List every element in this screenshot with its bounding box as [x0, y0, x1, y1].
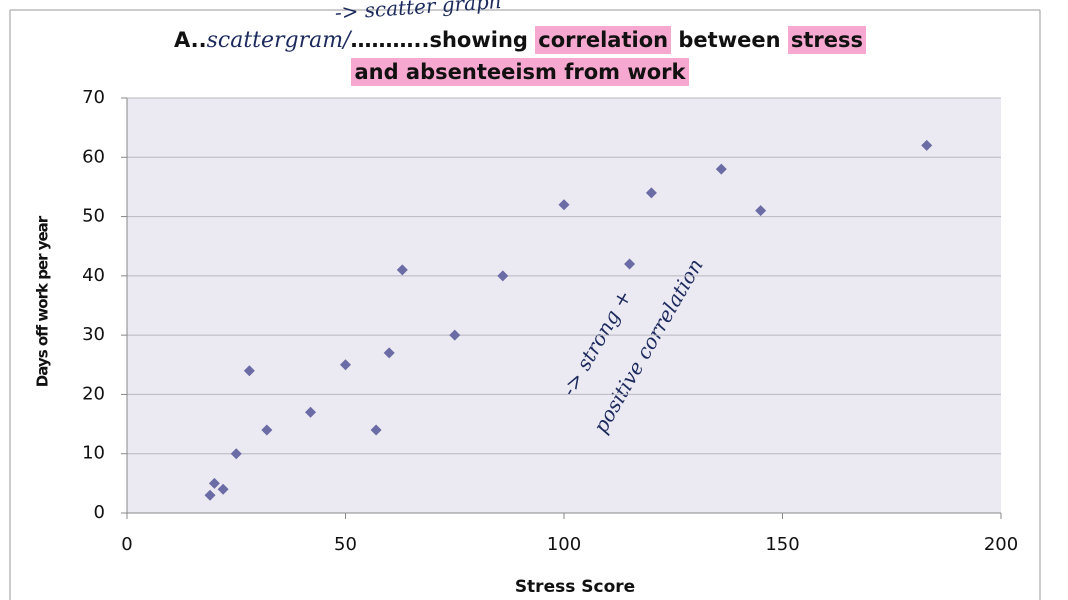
point: [755, 205, 767, 217]
point: [208, 477, 220, 489]
y-tick-label: 60: [82, 146, 105, 167]
chart-title: A..scattergram/………..showing correlation …: [0, 26, 1040, 54]
x-tick-label: 50: [334, 534, 357, 555]
point: [497, 270, 509, 282]
point: [645, 187, 657, 199]
y-tick-label: 30: [82, 324, 105, 345]
point: [558, 199, 570, 211]
x-tick-label: 100: [547, 534, 581, 555]
point: [370, 424, 382, 436]
point: [217, 483, 229, 495]
x-tick-label: 150: [765, 534, 799, 555]
point: [449, 329, 461, 341]
annotation: scattergram/: [206, 28, 351, 53]
point: [230, 448, 242, 460]
point: [396, 264, 408, 276]
point: [305, 406, 317, 418]
title-segment: correlation: [535, 26, 672, 54]
annotation: -> scatter graph: [334, 0, 502, 24]
title-segment: and absenteeism from work: [351, 58, 689, 86]
point: [204, 489, 216, 501]
y-tick-label: 70: [82, 87, 105, 108]
plot-area: [127, 98, 1001, 513]
y-axis-label: Days off work per year: [34, 215, 52, 387]
point: [921, 139, 933, 151]
point: [243, 365, 255, 377]
title-segment: between: [671, 28, 788, 52]
x-tick-label: 200: [984, 534, 1018, 555]
title-segment: ………..showing: [350, 28, 536, 52]
y-tick-label: 50: [82, 206, 105, 227]
y-tick-label: 20: [82, 383, 105, 404]
point: [340, 359, 351, 371]
point: [261, 424, 273, 436]
title-segment: stress: [787, 26, 867, 54]
chart-title: and absenteeism from work: [0, 58, 1040, 86]
y-tick-label: 0: [94, 502, 105, 523]
y-tick-label: 40: [82, 265, 105, 286]
point: [383, 347, 395, 359]
x-axis-label: Stress Score: [515, 577, 635, 597]
point: [624, 258, 636, 270]
title-segment: A..: [173, 28, 207, 52]
y-tick-label: 10: [82, 443, 105, 464]
point: [715, 163, 727, 175]
x-tick-label: 0: [121, 534, 132, 555]
